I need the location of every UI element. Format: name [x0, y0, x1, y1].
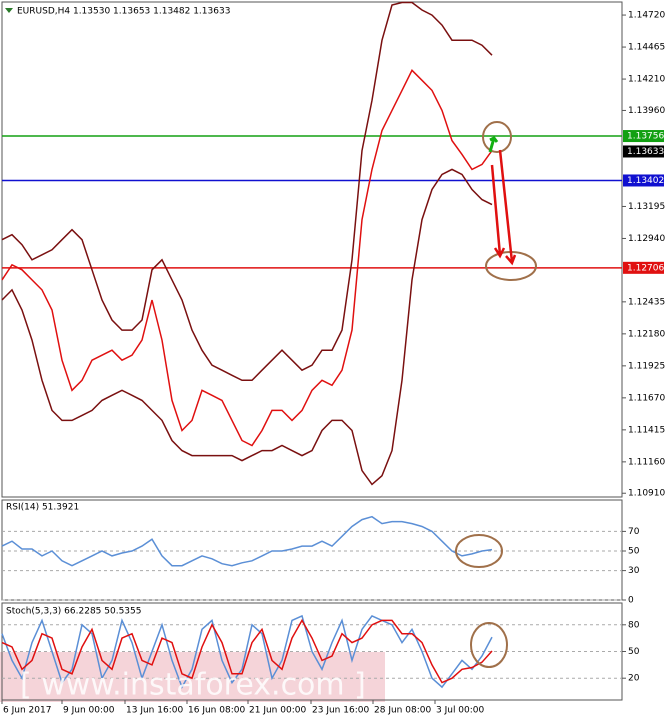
- series-line: [1, 515, 493, 567]
- y-tick-label: 1.14465: [628, 43, 665, 53]
- y-tick-label: 20: [628, 674, 640, 684]
- x-tick-label: 3 Jul 00:00: [436, 706, 485, 716]
- y-tick-label: 30: [628, 566, 640, 576]
- level-label: 1.12706: [627, 263, 664, 273]
- y-tick-label: 1.13195: [628, 202, 665, 212]
- level-label: 1.13756: [627, 132, 664, 142]
- y-tick-label: 0: [628, 596, 634, 606]
- chart-icon: [5, 8, 13, 13]
- y-tick-label: 50: [628, 547, 640, 557]
- y-tick-label: 1.14210: [628, 75, 665, 85]
- x-tick-label: 23 Jun 16:00: [312, 706, 369, 716]
- y-tick-label: 1.11670: [628, 393, 665, 403]
- x-tick-label: 28 Jun 08:00: [374, 706, 431, 716]
- annotation-circle: [482, 121, 512, 153]
- price-label-bg: [623, 145, 664, 158]
- chart-title: EURUSD,H4 1.13530 1.13653 1.13482 1.1363…: [17, 7, 230, 17]
- x-tick-label: 6 Jun 2017: [3, 706, 51, 716]
- y-tick-label: 50: [628, 647, 640, 657]
- arrow-down: [490, 149, 517, 266]
- series-line: [1, 168, 493, 486]
- annotation-circle: [470, 622, 508, 668]
- series-line: [1, 1, 493, 382]
- y-tick-label: 1.11160: [628, 457, 665, 467]
- level-label-bg: [623, 261, 664, 274]
- level-label: 1.13402: [627, 176, 664, 186]
- stoch-title: Stoch(5,3,3) 66.2285 50.5355: [6, 607, 141, 617]
- x-tick-label: 13 Jun 16:00: [126, 706, 183, 716]
- level-label-bg: [623, 174, 664, 187]
- x-tick-label: 9 Jun 00:00: [63, 706, 115, 716]
- series-line: [1, 69, 493, 447]
- y-tick-label: 1.13960: [628, 106, 665, 116]
- y-tick-label: 1.12435: [628, 297, 665, 307]
- y-tick-label: 1.14720: [628, 11, 665, 21]
- rsi-panel: [1, 499, 623, 601]
- level-label-bg: [623, 130, 664, 143]
- annotation-circle: [455, 534, 503, 568]
- watermark: [ www.instaforex.com ]: [20, 668, 366, 703]
- y-tick-label: 1.12940: [628, 234, 665, 244]
- x-tick-label: 21 Jun 00:00: [249, 706, 306, 716]
- price-label: 1.13633: [627, 147, 664, 157]
- main-panel: [1, 1, 623, 498]
- y-tick-label: 1.11415: [628, 425, 665, 435]
- y-tick-label: 1.12180: [628, 329, 665, 339]
- y-tick-label: 1.11925: [628, 361, 665, 371]
- series-line: [1, 618, 493, 684]
- series-line: [1, 614, 493, 689]
- x-tick-label: 16 Jun 08:00: [188, 706, 245, 716]
- y-tick-label: 1.10910: [628, 489, 665, 499]
- rsi-title: RSI(14) 51.3921: [6, 503, 79, 513]
- arrow-up: [488, 136, 499, 153]
- y-tick-label: 80: [628, 620, 640, 630]
- y-tick-label: 70: [628, 527, 640, 537]
